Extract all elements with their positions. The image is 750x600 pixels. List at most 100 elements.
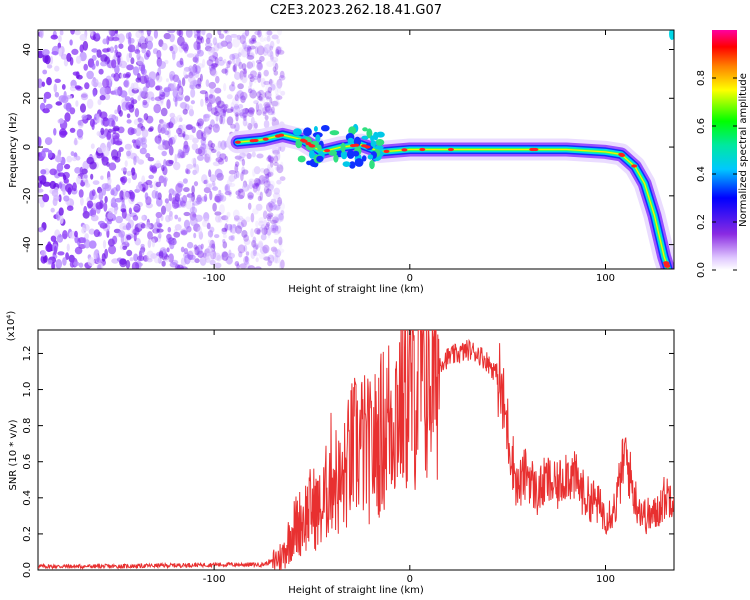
noise-speckle [230,106,234,112]
noise-speckle [214,105,222,113]
noise-speckle [188,108,194,117]
noise-speckle [267,228,271,239]
noise-speckle [96,49,102,58]
noise-speckle [267,260,273,267]
noise-speckle [174,224,182,231]
noise-speckle [204,153,211,163]
noise-speckle [202,147,207,156]
noise-speckle [257,73,262,84]
noise-speckle [278,213,284,221]
noise-speckle [197,118,204,127]
noise-speckle [249,89,257,99]
noise-speckle [133,119,139,125]
spectrogram-x-ticks: -100 0 100 [203,30,615,284]
noise-speckle [271,100,279,107]
noise-speckle [114,207,118,215]
noise-speckle [215,96,222,106]
noise-speckle [270,84,276,91]
noise-speckle [54,155,63,163]
noise-speckle [252,120,258,131]
noise-speckle [273,229,280,235]
noise-speckle [127,44,136,53]
noise-speckle [143,74,149,84]
noise-speckle [155,211,162,219]
noise-speckle [274,213,282,219]
noise-speckle [190,257,196,264]
signal-blob [349,161,356,169]
noise-speckle [262,47,268,56]
noise-speckle [126,113,131,119]
noise-speckle [155,85,161,91]
noise-speckle [237,244,246,254]
noise-speckle [243,244,248,252]
noise-speckle [168,253,174,263]
noise-speckle [87,257,95,267]
noise-speckle [193,181,199,187]
noise-speckle [62,257,67,266]
noise-speckle [239,152,246,159]
noise-speckle [143,113,149,121]
signal-hotspot [361,144,368,148]
noise-speckle [196,129,204,140]
noise-speckle [214,234,220,239]
noise-speckle [40,169,47,175]
noise-speckle [280,210,285,215]
noise-speckle [179,266,188,269]
noise-speckle [150,96,155,102]
noise-speckle [227,182,236,188]
noise-speckle [235,190,241,196]
noise-speckle [266,30,273,36]
noise-speckle [117,33,125,44]
noise-speckle [228,252,235,259]
noise-speckle [216,100,225,109]
noise-speckle [191,201,200,206]
signal-hotspot [300,138,306,142]
noise-speckle [208,64,216,72]
y-tick-label: 40 [22,43,33,56]
noise-speckle [173,231,181,238]
noise-speckle [144,224,152,229]
noise-speckle [258,93,264,102]
noise-speckle [269,202,277,211]
noise-speckle [129,257,134,262]
noise-speckle [260,77,266,88]
noise-speckle [203,114,207,123]
noise-speckle [90,214,99,222]
noise-speckle [210,249,217,260]
signal-hotspot [447,147,454,152]
noise-speckle [230,102,234,110]
noise-speckle [263,44,271,54]
noise-speckle [264,103,271,112]
noise-speckle [214,145,222,151]
noise-speckle [125,101,133,111]
noise-speckle [271,56,279,63]
noise-speckle [140,42,148,50]
noise-speckle [272,149,280,155]
noise-speckle [74,85,82,90]
noise-speckle [231,81,235,87]
noise-speckle [133,253,139,262]
noise-speckle [186,163,194,170]
noise-speckle [126,119,132,124]
noise-speckle [184,254,191,265]
noise-speckle [217,30,222,36]
noise-speckle [103,202,108,212]
noise-speckle [279,176,286,182]
noise-speckle [256,61,264,71]
noise-speckle [114,65,120,74]
noise-speckle [271,227,277,234]
noise-speckle [275,205,280,212]
noise-speckle [95,201,103,210]
noise-speckle [224,155,228,163]
noise-speckle [86,98,94,109]
noise-speckle [44,137,53,146]
noise-speckle [242,40,247,50]
noise-speckle [84,82,90,90]
noise-speckle [224,184,229,193]
noise-speckle [164,198,169,204]
noise-speckle [214,211,222,216]
noise-speckle [234,71,241,80]
signal-blob [321,125,330,132]
noise-speckle [50,235,57,242]
noise-speckle [118,147,124,152]
